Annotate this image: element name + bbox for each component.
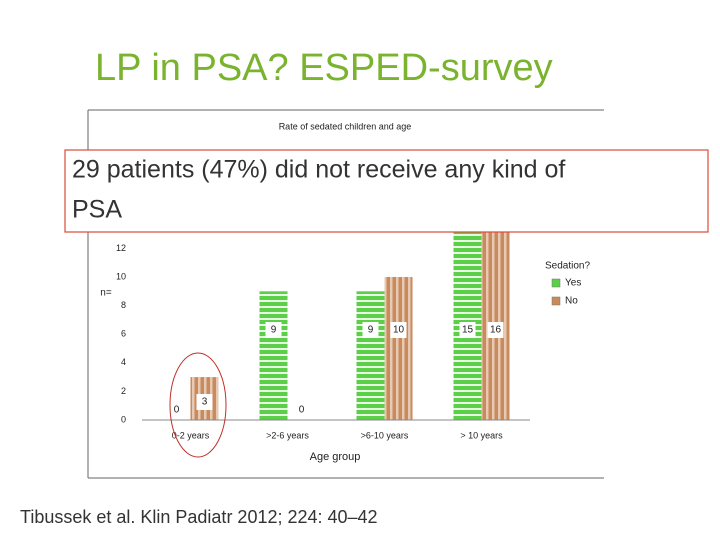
data-label: 9 xyxy=(271,325,277,336)
x-tick-label: > 10 years xyxy=(460,430,503,440)
label-box xyxy=(459,322,476,338)
y-tick-label: 12 xyxy=(116,243,126,253)
label-box xyxy=(487,322,504,338)
callout-text: PSA xyxy=(72,196,122,224)
x-tick-label: 0-2 years xyxy=(172,430,210,440)
highlight-circle xyxy=(169,352,227,458)
data-label: 0 xyxy=(174,405,180,416)
callout-box xyxy=(64,149,709,233)
label-box xyxy=(362,322,379,338)
bar-stripes xyxy=(259,291,288,420)
x-tick-label: >2-6 years xyxy=(266,430,309,440)
legend-title: Sedation? xyxy=(545,261,590,272)
data-label: 3 xyxy=(202,397,208,408)
legend-label: Yes xyxy=(565,278,581,289)
legend-label: No xyxy=(565,296,578,307)
bar-stripes xyxy=(356,291,385,420)
callout-text: 29 patients (47%) did not receive any ki… xyxy=(72,156,565,184)
y-tick-label: 2 xyxy=(121,386,126,396)
slide-title: LP in PSA? ESPED-survey xyxy=(95,47,553,89)
citation: Tibussek et al. Klin Padiatr 2012; 224: … xyxy=(20,507,378,527)
label-box xyxy=(196,394,213,410)
bar-stripes xyxy=(453,205,482,420)
y-tick-label: 0 xyxy=(121,414,126,424)
x-label: Age group xyxy=(310,451,361,463)
chart: Rate of sedated children and age n= Age … xyxy=(100,121,590,463)
chart-title: Rate of sedated children and age xyxy=(279,121,412,131)
x-tick-label: >6-10 years xyxy=(361,430,409,440)
bar-stripes xyxy=(384,277,413,420)
y-tick-label: 4 xyxy=(121,357,126,367)
data-label: 0 xyxy=(299,405,305,416)
y-tick-label: 8 xyxy=(121,300,126,310)
data-label: 9 xyxy=(368,325,374,336)
label-box xyxy=(265,322,282,338)
data-label: 15 xyxy=(462,325,474,336)
label-box xyxy=(390,322,407,338)
data-label: 16 xyxy=(490,325,502,336)
legend-swatch xyxy=(551,296,561,306)
y-label: n= xyxy=(100,288,112,299)
y-tick-label: 10 xyxy=(116,271,126,281)
y-tick-label: 6 xyxy=(121,329,126,339)
data-label: 10 xyxy=(393,325,405,336)
legend-swatch xyxy=(551,278,561,288)
